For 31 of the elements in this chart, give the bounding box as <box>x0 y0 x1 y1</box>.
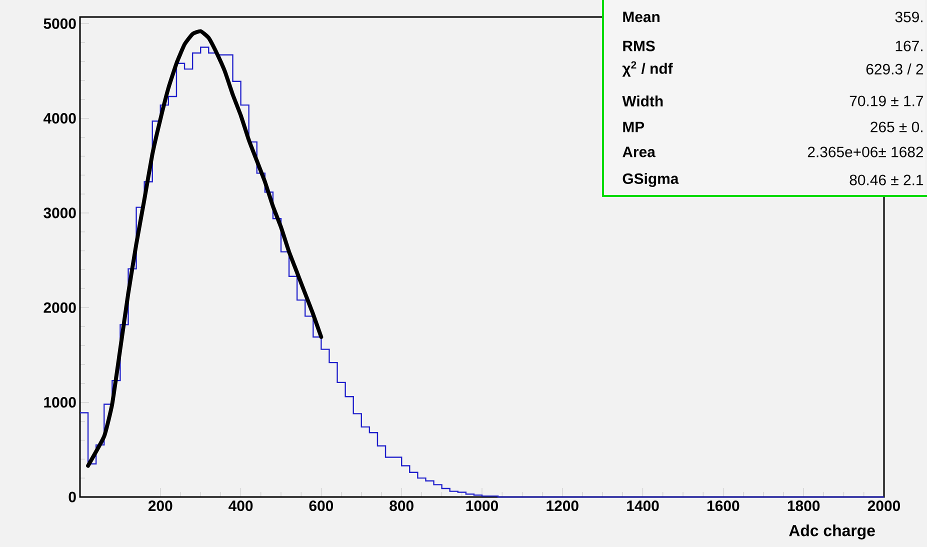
annotation: RMS <box>623 40 655 52</box>
y-tick-label: 5000 <box>44 18 76 29</box>
y-tick-label: 4000 <box>43 113 76 124</box>
y-tick-label: 1000 <box>44 397 76 408</box>
y-tick-label: 2000 <box>44 302 76 313</box>
x-tick-label: 600 <box>309 500 334 512</box>
annotation: 2.365e+06± 1682 <box>808 146 924 158</box>
x-tick-label: 1000 <box>466 500 498 512</box>
annotation: χ$^{2}$ / ndf <box>622 61 673 77</box>
x-tick-label: 1600 <box>708 500 740 512</box>
text: 359. <box>895 12 922 22</box>
x-tick-label: 1200 <box>546 500 578 512</box>
x-tick-label: 400 <box>228 500 253 512</box>
annotation: Area <box>622 146 656 158</box>
annotation: 629.3 / 2 <box>866 64 924 74</box>
x-tick-label: 200 <box>148 500 172 512</box>
annotation: Mean <box>623 12 660 22</box>
annotation: 70.19 ± 1.7 <box>850 96 924 106</box>
x-tick-label: 800 <box>390 500 414 512</box>
x-tick-label: 1400 <box>627 500 659 512</box>
y-tick-label: 3000 <box>44 208 76 218</box>
x-tick-label: 1800 <box>788 500 820 512</box>
x-axis-title: Adc charge <box>789 524 875 540</box>
annotation: GSigma <box>622 173 679 187</box>
annotation: Width <box>622 96 663 106</box>
annotation: MP <box>623 122 644 132</box>
annotation: 265 ± 0. <box>870 122 922 132</box>
annotation: 80.46 ± 2.1 <box>850 174 924 186</box>
x-tick-label: 2000 <box>868 500 900 512</box>
y-tick-label: 0 <box>68 492 76 502</box>
text: 167. <box>896 40 922 52</box>
